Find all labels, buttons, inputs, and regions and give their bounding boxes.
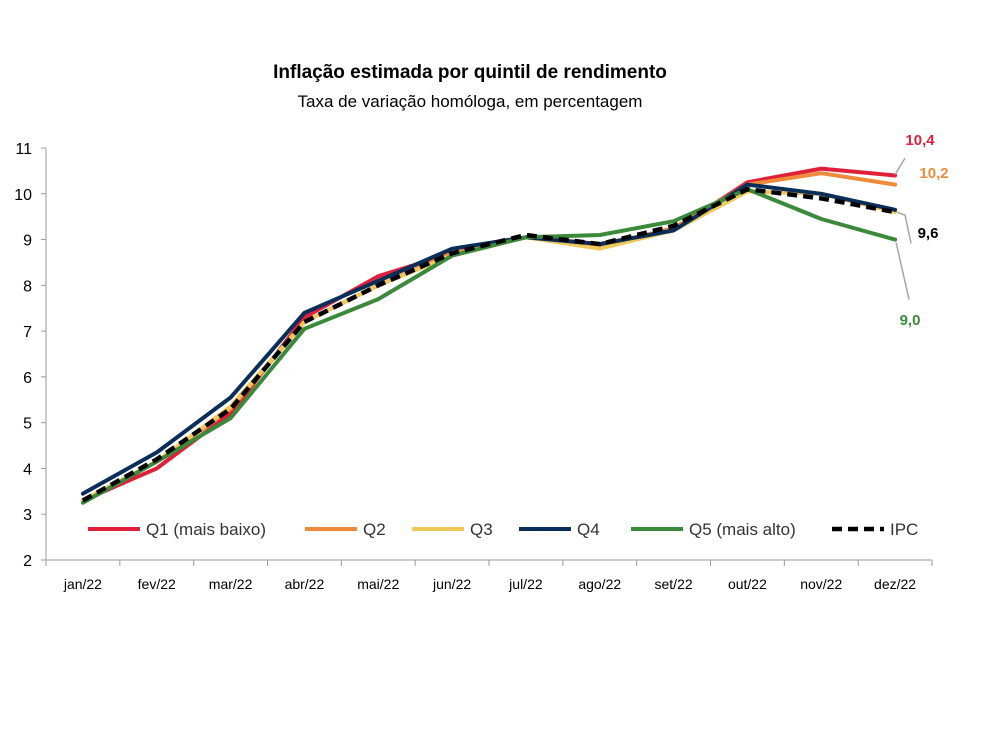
y-tick-label: 9: [23, 233, 32, 250]
series-line-0: [80, 166, 898, 503]
series-line-4: [80, 187, 898, 505]
y-tick-label: 5: [23, 416, 32, 433]
legend-label-4: Q5 (mais alto): [689, 520, 796, 539]
y-tick-label: 7: [23, 324, 32, 341]
series-line-3: [80, 182, 898, 496]
end-label-q5: 9,0: [900, 312, 921, 329]
chart-series: [80, 166, 898, 505]
leader-line: [894, 157, 906, 175]
chart-end-labels: 10,4 10,2 9,6 9,0: [894, 132, 949, 329]
y-tick-label: 8: [23, 278, 32, 295]
y-tick-label: 11: [15, 141, 32, 158]
x-tick-label: set/22: [655, 576, 693, 592]
legend-label-1: Q2: [363, 520, 386, 539]
y-tick-label: 2: [23, 553, 32, 570]
x-tick-label: ago/22: [578, 576, 621, 592]
x-tick-label: nov/22: [800, 576, 842, 592]
x-tick-label: out/22: [728, 576, 767, 592]
legend-label-2: Q3: [470, 520, 493, 539]
series-line-5: [81, 186, 896, 503]
end-label-q2: 10,2: [919, 165, 948, 182]
chart-legend: Q1 (mais baixo) Q2 Q3 Q4 Q5 (mais alto) IPC: [88, 520, 918, 539]
legend-label-5: IPC: [890, 520, 918, 539]
series-line-1: [80, 171, 898, 503]
y-tick-label: 6: [23, 370, 32, 387]
x-tick-label: mar/22: [209, 576, 253, 592]
legend-label-3: Q4: [577, 520, 600, 539]
leader-line: [896, 211, 912, 244]
chart-title: Inflação estimada por quintil de rendime…: [273, 62, 667, 83]
x-tick-label: jul/22: [508, 576, 543, 592]
x-tick-label: abr/22: [285, 576, 325, 592]
chart-subtitle: Taxa de variação homóloga, em percentage…: [297, 92, 643, 111]
end-label-q1: 10,4: [905, 132, 935, 149]
chart-axes: 2 3 4 5 6 7 8 9 10 11 jan/22 fev/22 mar/22 abr/22 mai/…: [14, 141, 933, 592]
series-line-2: [80, 189, 898, 503]
x-tick-label: jan/22: [63, 576, 102, 592]
x-tick-label: fev/22: [138, 576, 176, 592]
end-label-ipc: 9,6: [918, 225, 939, 242]
x-tick-label: jun/22: [432, 576, 471, 592]
y-tick-label: 3: [23, 507, 32, 524]
leader-line: [895, 242, 910, 300]
x-tick-label: mai/22: [357, 576, 399, 592]
x-tick-label: dez/22: [874, 576, 916, 592]
legend-label-0: Q1 (mais baixo): [146, 520, 266, 539]
y-tick-label: 10: [14, 187, 32, 204]
y-tick-label: 4: [23, 461, 32, 478]
